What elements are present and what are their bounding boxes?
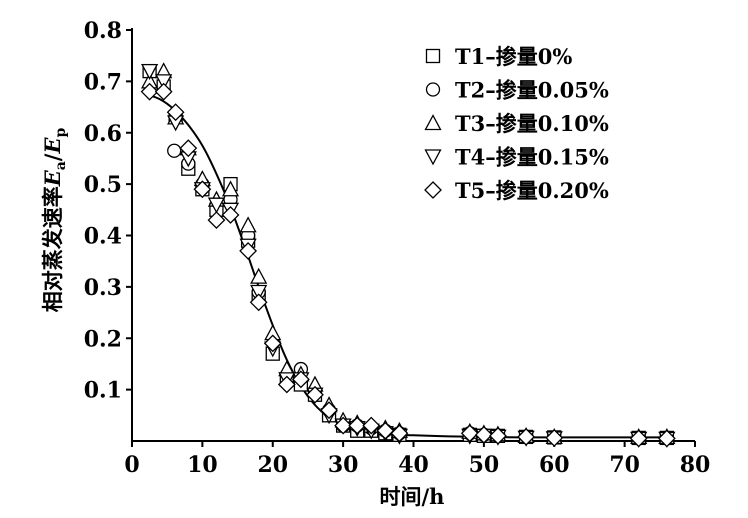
y-tick-label: 0.7 bbox=[84, 69, 122, 95]
legend-label: T1–掺量0% bbox=[455, 44, 572, 69]
data-point-triangle-down bbox=[141, 63, 159, 80]
y-tick-label: 0.5 bbox=[84, 172, 122, 198]
data-point-circle bbox=[167, 143, 182, 158]
y-tick-label: 0.4 bbox=[84, 224, 122, 250]
y-ticks: 0.1 0.2 0.3 0.4 0.5 0.6 0.7 0.8 bbox=[84, 18, 132, 404]
data-point-diamond bbox=[545, 428, 564, 447]
data-point-diamond bbox=[348, 416, 367, 435]
legend-label: T3–掺量0.10% bbox=[455, 111, 609, 136]
data-point-triangle-down bbox=[207, 197, 226, 214]
axes bbox=[131, 28, 695, 442]
data-point-diamond bbox=[376, 421, 395, 440]
data-point-diamond bbox=[390, 424, 409, 443]
x-tick-label: 40 bbox=[398, 452, 429, 478]
data-point-diamond bbox=[517, 427, 536, 446]
y-axis-title-prefix: 相对蒸发速率 bbox=[40, 186, 65, 312]
x-axis-title: 时间/h bbox=[380, 484, 445, 509]
y-axis-title: 相对蒸发速率Ea/Ep bbox=[40, 128, 69, 313]
data-point-diamond bbox=[221, 206, 240, 224]
data-point-diamond bbox=[489, 426, 507, 445]
data-point-diamond bbox=[362, 416, 381, 435]
data-point-triangle-up bbox=[250, 267, 268, 284]
legend-marker-diamond bbox=[424, 181, 442, 199]
y-axis-slash: / bbox=[40, 153, 65, 161]
data-point-diamond bbox=[291, 370, 310, 389]
data-point-triangle-down bbox=[250, 284, 268, 301]
data-point-triangle-down bbox=[155, 74, 173, 91]
data-point-triangle-up bbox=[221, 180, 240, 197]
x-tick-label: 20 bbox=[257, 452, 288, 478]
y-axis-ep-subscript: p bbox=[53, 128, 69, 138]
x-tick-label: 80 bbox=[680, 452, 711, 478]
data-points bbox=[140, 62, 676, 448]
data-point-diamond bbox=[239, 241, 258, 260]
data-point-diamond bbox=[657, 429, 676, 448]
y-tick-label: 0.2 bbox=[84, 326, 122, 352]
x-tick-label: 70 bbox=[609, 452, 640, 478]
y-axis-ea-symbol: E bbox=[40, 169, 65, 187]
data-point-diamond bbox=[193, 180, 212, 199]
data-point-diamond bbox=[460, 424, 479, 443]
y-tick-label: 0.1 bbox=[84, 378, 122, 404]
x-tick-label: 30 bbox=[328, 452, 359, 478]
y-tick-label: 0.6 bbox=[84, 121, 122, 147]
x-tick-label: 50 bbox=[469, 452, 500, 478]
x-tick-label: 60 bbox=[539, 452, 570, 478]
data-point-diamond bbox=[263, 334, 282, 353]
data-point-triangle-up bbox=[239, 216, 257, 233]
data-point-diamond bbox=[249, 293, 268, 312]
data-point-diamond bbox=[166, 103, 185, 122]
data-point-diamond bbox=[474, 425, 493, 444]
data-point-diamond bbox=[207, 211, 226, 230]
legend-marker-circle bbox=[425, 82, 441, 97]
y-axis-ea-subscript: a bbox=[53, 161, 69, 170]
legend-label: T2–掺量0.05% bbox=[455, 78, 609, 103]
y-axis-ep-symbol: E bbox=[40, 137, 65, 155]
data-point-diamond bbox=[320, 401, 338, 420]
data-point-diamond bbox=[277, 375, 296, 394]
series-5 bbox=[140, 82, 676, 448]
data-point-diamond bbox=[306, 385, 324, 404]
y-tick-label: 0.8 bbox=[84, 18, 122, 44]
data-point-diamond bbox=[140, 82, 159, 101]
x-tick-label: 10 bbox=[187, 452, 218, 478]
legend-label: T4–掺量0.15% bbox=[455, 145, 609, 170]
legend-label: T5–掺量0.20% bbox=[455, 178, 609, 203]
legend-marker-triangle-down bbox=[424, 149, 442, 166]
legend: T1–掺量0% T2–掺量0.05% T3–掺量0.10% T4–掺量0.15% T5–… bbox=[424, 44, 609, 203]
x-tick-label: 0 bbox=[124, 452, 139, 478]
x-ticks: 0 10 20 30 40 50 60 70 80 bbox=[124, 441, 710, 478]
legend-marker-square bbox=[425, 48, 441, 64]
data-point-diamond bbox=[179, 139, 198, 158]
data-point-diamond bbox=[154, 82, 173, 101]
data-point-diamond bbox=[334, 416, 353, 435]
legend-marker-triangle-up bbox=[424, 114, 442, 131]
data-point-diamond bbox=[629, 429, 648, 448]
y-tick-label: 0.3 bbox=[84, 275, 122, 301]
